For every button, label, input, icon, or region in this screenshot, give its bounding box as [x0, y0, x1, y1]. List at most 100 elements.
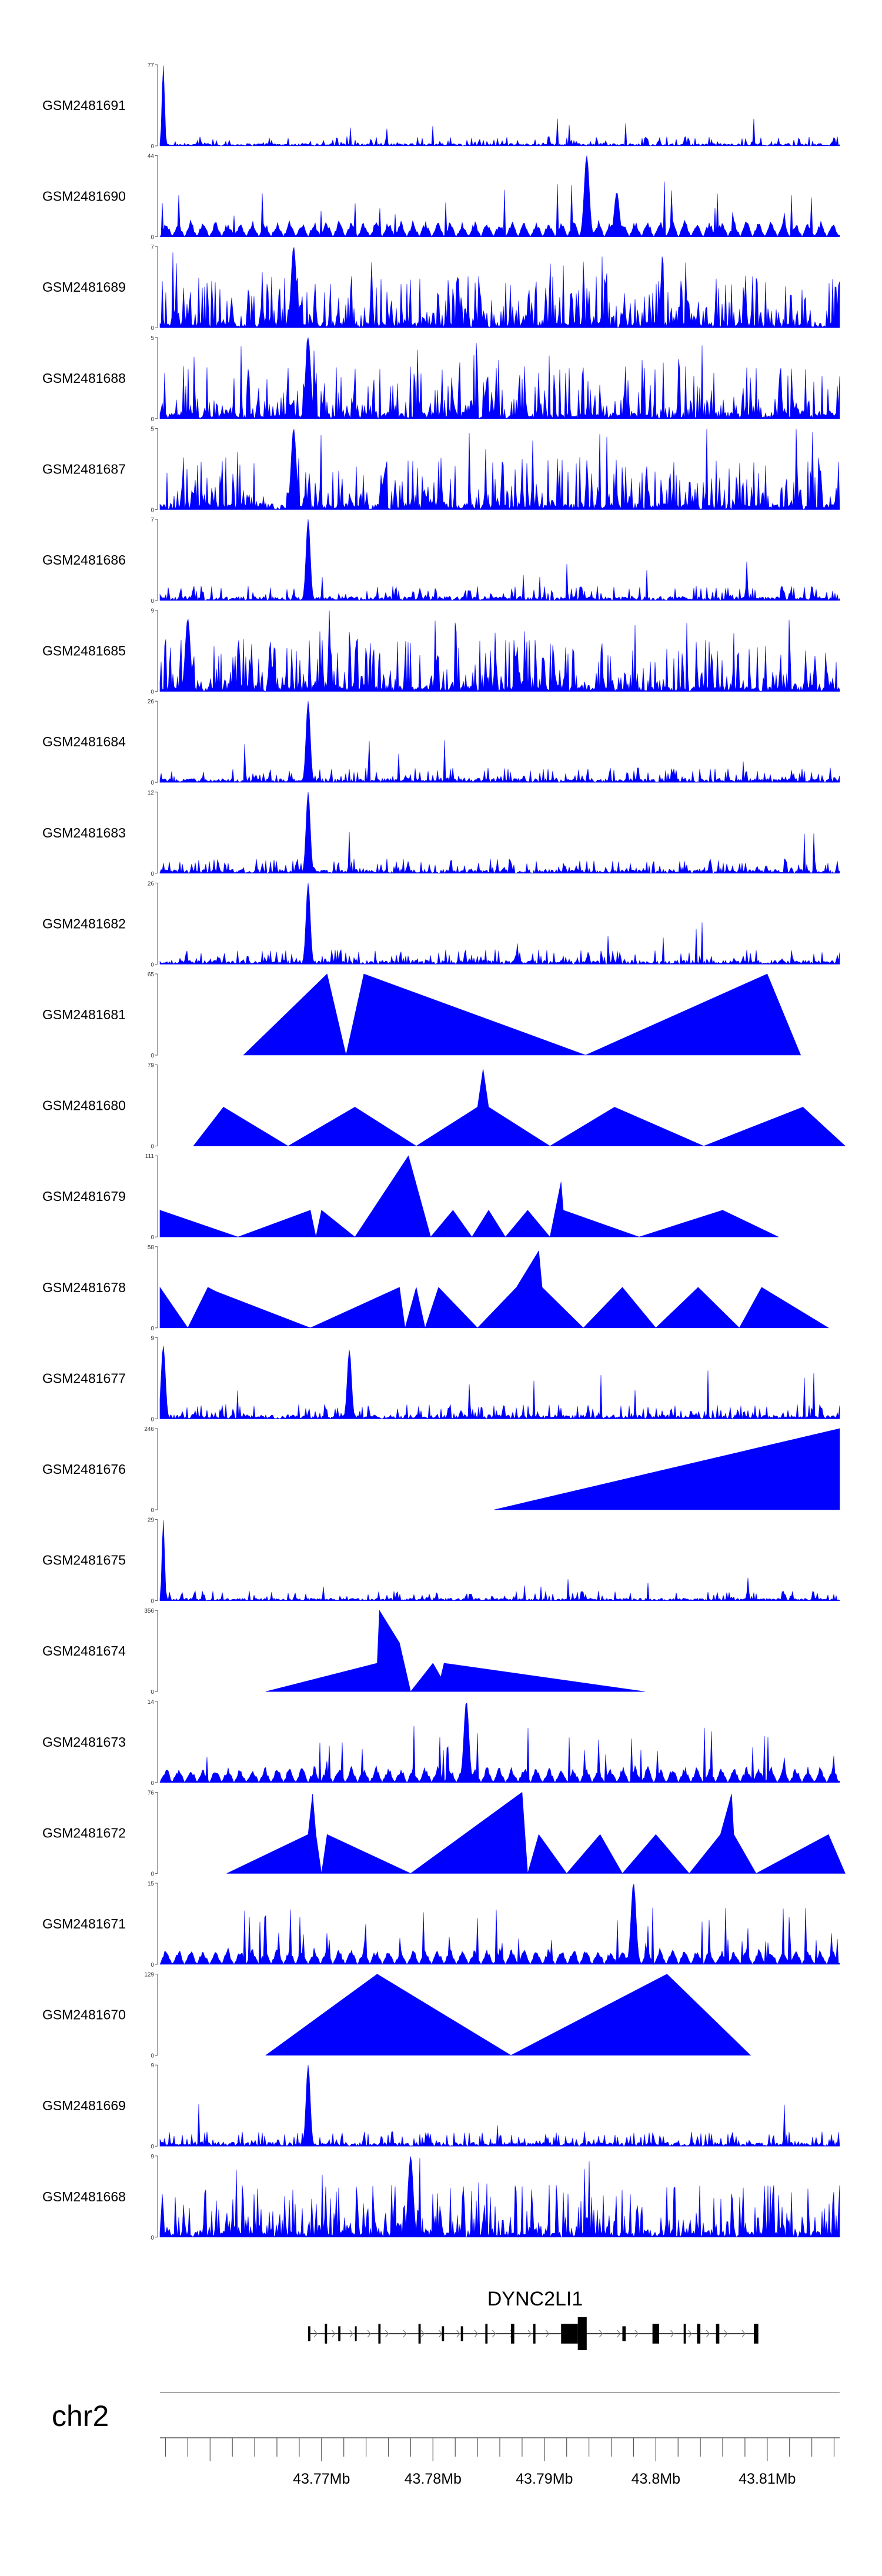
- y-tick-max: 111: [145, 1153, 155, 1160]
- track-GSM2481670: GSM2481670 129 0: [42, 1972, 751, 2060]
- y-tick-max: 15: [148, 1881, 155, 1887]
- gene-label: DYNC2LI1: [487, 2288, 583, 2310]
- strand-arrow: [634, 2330, 639, 2338]
- y-tick-min: 0: [151, 144, 154, 150]
- track-label: GSM2481682: [42, 916, 126, 931]
- track-label: GSM2481689: [42, 279, 126, 295]
- track-label: GSM2481672: [42, 1825, 126, 1840]
- y-tick-max: 29: [148, 1517, 155, 1524]
- exon: [485, 2324, 488, 2344]
- y-tick-max: 44: [148, 154, 155, 160]
- track-GSM2481682: GSM2481682 26 0: [42, 880, 840, 968]
- strand-arrow: [332, 2330, 336, 2338]
- exon: [697, 2324, 701, 2344]
- y-tick-max: 76: [148, 1790, 155, 1796]
- coverage-area: [265, 1974, 751, 2056]
- y-tick-max: 7: [151, 517, 154, 523]
- strand-arrow: [545, 2330, 550, 2338]
- track-GSM2481676: GSM2481676 246 0: [42, 1426, 840, 1514]
- coverage-area: [159, 1884, 840, 1966]
- track-GSM2481668: GSM2481668 9 0: [42, 2154, 840, 2241]
- x-tick-label: 43.8Mb: [632, 2471, 680, 2487]
- track-label: GSM2481668: [42, 2189, 126, 2204]
- y-tick-max: 14: [148, 1699, 155, 1706]
- coverage-area: [159, 155, 840, 238]
- x-tick-label: 43.77Mb: [293, 2471, 350, 2487]
- y-tick-max: 9: [151, 608, 154, 615]
- coverage-area: [159, 792, 840, 874]
- strand-arrow: [706, 2330, 710, 2338]
- track-GSM2481681: GSM2481681 65 0: [42, 972, 801, 1059]
- exon: [561, 2324, 578, 2344]
- x-tick-label: 43.79Mb: [516, 2471, 573, 2487]
- y-tick-max: 9: [151, 2154, 154, 2160]
- strand-arrow: [367, 2330, 371, 2338]
- y-tick-max: 129: [144, 1972, 154, 1978]
- y-tick-max: 26: [148, 880, 155, 887]
- y-tick-min: 0: [151, 1234, 154, 1241]
- y-tick-min: 0: [151, 1689, 154, 1696]
- strand-arrow: [724, 2330, 728, 2338]
- y-tick-min: 0: [151, 2144, 154, 2150]
- exon: [510, 2324, 514, 2344]
- coverage-area: [159, 65, 840, 146]
- coverage-area: [243, 973, 801, 1056]
- track-label: GSM2481669: [42, 2098, 126, 2113]
- y-tick-max: 5: [151, 426, 154, 432]
- exon: [577, 2317, 587, 2350]
- coverage-area: [159, 701, 840, 783]
- track-label: GSM2481691: [42, 98, 126, 113]
- coverage-area: [159, 1155, 779, 1237]
- track-GSM2481691: GSM2481691 77 0: [42, 62, 840, 150]
- track-label: GSM2481676: [42, 1461, 126, 1477]
- exon: [355, 2326, 357, 2341]
- track-GSM2481690: GSM2481690 44 0: [42, 154, 840, 241]
- coverage-area: [159, 1346, 840, 1420]
- coverage-area: [226, 1791, 846, 1874]
- track-GSM2481688: GSM2481688 5 0: [42, 335, 840, 423]
- y-tick-min: 0: [151, 507, 154, 513]
- coverage-area: [159, 1702, 840, 1783]
- y-tick-max: 7: [151, 244, 154, 251]
- track-label: GSM2481677: [42, 1370, 126, 1386]
- track-GSM2481678: GSM2481678 58 0: [42, 1244, 830, 1332]
- exon: [338, 2326, 341, 2341]
- strand-arrow: [420, 2330, 425, 2338]
- y-tick-min: 0: [151, 1780, 154, 1787]
- exon: [418, 2324, 421, 2344]
- track-label: GSM2481684: [42, 734, 126, 749]
- y-tick-max: 356: [144, 1608, 154, 1614]
- track-GSM2481679: GSM2481679 111 0: [42, 1153, 779, 1241]
- track-GSM2481686: GSM2481686 7 0: [42, 517, 840, 605]
- y-tick-max: 12: [148, 790, 155, 796]
- x-tick-label: 43.81Mb: [739, 2471, 796, 2487]
- strand-arrow: [741, 2330, 746, 2338]
- track-label: GSM2481675: [42, 1553, 126, 1568]
- coverage-area: [159, 2065, 840, 2147]
- track-label: GSM2481686: [42, 552, 126, 568]
- exon: [683, 2324, 686, 2344]
- y-tick-max: 26: [148, 699, 155, 705]
- strand-arrow: [349, 2330, 353, 2338]
- y-tick-min: 0: [151, 1416, 154, 1423]
- coverage-area: [159, 610, 840, 692]
- y-tick-min: 0: [151, 2053, 154, 2060]
- track-label: GSM2481685: [42, 643, 126, 659]
- coverage-area: [159, 1520, 840, 1601]
- strand-arrow: [385, 2330, 389, 2338]
- coverage-area: [159, 247, 840, 329]
- strand-arrow: [313, 2330, 318, 2338]
- track-GSM2481685: GSM2481685 9 0: [42, 608, 840, 696]
- y-tick-min: 0: [151, 1144, 154, 1150]
- chromosome-axis: chr2 43.77Mb 43.78Mb 43.79Mb 43.8Mb 43.81Mb: [52, 2392, 840, 2487]
- track-label: GSM2481671: [42, 1916, 126, 1931]
- exon: [622, 2326, 626, 2341]
- y-tick-min: 0: [151, 962, 154, 968]
- strand-arrow: [403, 2330, 407, 2338]
- exon: [460, 2326, 463, 2341]
- track-GSM2481671: GSM2481671 15 0: [42, 1881, 840, 1968]
- coverage-area: [159, 429, 840, 510]
- track-GSM2481684: GSM2481684 26 0: [42, 699, 840, 786]
- track-GSM2481677: GSM2481677 9 0: [42, 1335, 840, 1423]
